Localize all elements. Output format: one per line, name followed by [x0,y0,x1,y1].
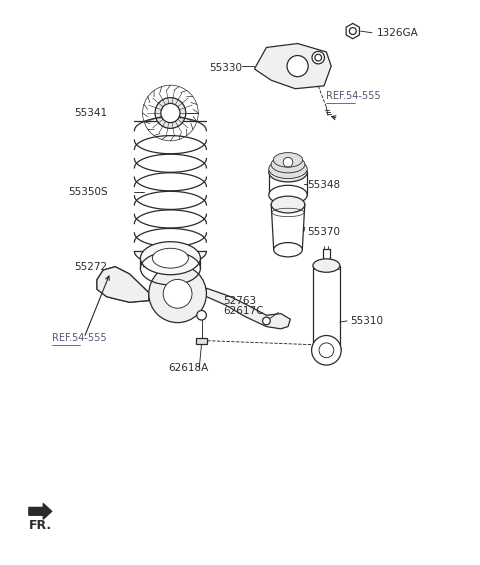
Ellipse shape [315,54,322,61]
Polygon shape [196,338,207,344]
Ellipse shape [155,98,186,128]
Ellipse shape [271,156,305,173]
Ellipse shape [161,103,180,123]
Text: 55341: 55341 [74,108,108,118]
Text: 55350S: 55350S [68,187,108,197]
Ellipse shape [163,280,192,308]
Ellipse shape [271,196,305,213]
Text: 62617C: 62617C [223,306,264,316]
Text: FR.: FR. [29,519,52,532]
Text: REF.54-555: REF.54-555 [52,333,107,343]
Text: 62618A: 62618A [168,363,208,373]
Ellipse shape [197,311,206,320]
Ellipse shape [287,55,308,77]
Text: 55348: 55348 [307,180,340,190]
Ellipse shape [269,159,307,179]
Text: 52763: 52763 [223,295,256,306]
Ellipse shape [149,265,206,323]
Text: 55370: 55370 [307,227,340,237]
Polygon shape [29,503,52,519]
Ellipse shape [263,317,270,325]
Ellipse shape [152,248,188,268]
Polygon shape [254,44,331,89]
Ellipse shape [312,336,341,365]
Text: 1326GA: 1326GA [377,28,419,38]
Text: REF.54-555: REF.54-555 [326,91,381,101]
Text: 55330: 55330 [209,63,242,73]
Text: 55310: 55310 [350,316,384,326]
Text: 55272: 55272 [74,262,108,272]
Polygon shape [206,288,290,329]
Ellipse shape [349,28,356,34]
Polygon shape [97,267,149,302]
Ellipse shape [319,343,334,358]
Ellipse shape [274,153,302,167]
Ellipse shape [313,259,340,272]
Ellipse shape [283,158,293,167]
Polygon shape [346,23,360,39]
Ellipse shape [274,242,302,257]
Ellipse shape [312,51,324,64]
Ellipse shape [140,242,200,275]
Ellipse shape [269,185,307,205]
Ellipse shape [269,163,307,182]
